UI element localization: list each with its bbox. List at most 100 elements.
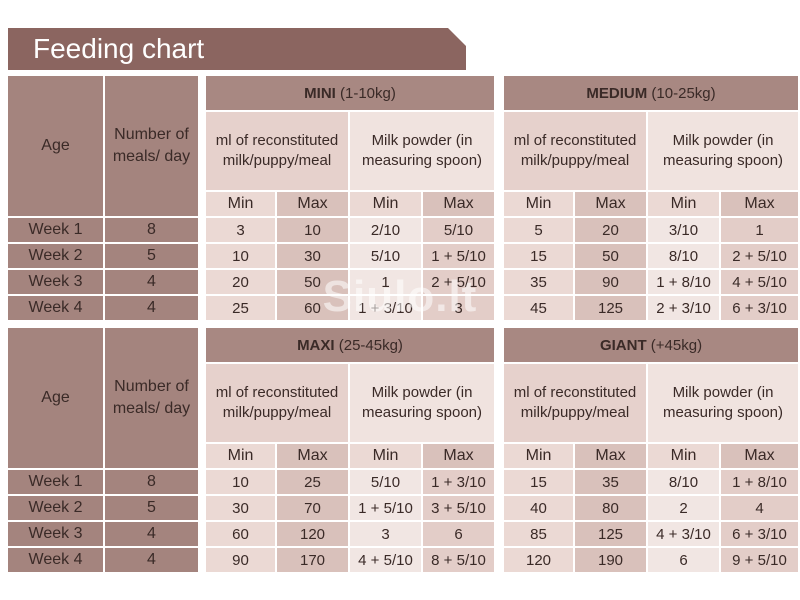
value-cell: 190 [575,548,648,574]
table-row: Week 3 4 60 120 3 6 85 125 4 + 3/10 6 + … [8,522,798,548]
meals-cell: 5 [105,244,200,270]
value-cell: 1 [721,218,799,244]
value-cell: 3 [350,522,423,548]
age-header: Age [8,328,105,470]
value-cell: 4 [721,496,798,522]
age-cell: Week 3 [8,270,105,296]
max-header: Max [277,192,350,218]
value-cell: 2 [648,496,721,522]
value-cell: 170 [277,548,350,574]
min-header: Min [206,444,277,470]
value-cell: 125 [575,522,648,548]
value-cell: 1 + 8/10 [721,470,798,496]
age-header: Age [8,76,105,218]
group-header-medium: MEDIUM (10-25kg) [504,76,799,112]
value-cell: 8/10 [648,470,721,496]
value-cell: 35 [575,470,648,496]
min-header: Min [648,444,721,470]
group-name: GIANT [599,336,647,354]
group-range: (10-25kg) [651,84,716,102]
group-header-mini: MINI (1-10kg) [206,76,497,112]
value-cell: 8/10 [648,244,722,270]
value-cell: 9 + 5/10 [721,548,798,574]
age-cell: Week 1 [8,218,105,244]
value-cell: 6 + 3/10 [721,522,798,548]
max-header: Max [575,444,648,470]
meals-cell: 4 [105,270,200,296]
value-cell: 80 [575,496,648,522]
value-cell: 1 + 3/10 [423,470,496,496]
meals-cell: 4 [105,548,200,574]
meals-cell: 8 [105,218,200,244]
value-cell: 1 + 5/10 [423,244,497,270]
value-cell: 125 [575,296,649,322]
value-cell: 6 [648,548,721,574]
min-header: Min [504,444,575,470]
value-cell: 15 [504,244,576,270]
value-cell: 10 [206,470,277,496]
value-cell: 3 + 5/10 [423,496,496,522]
value-cell: 8 + 5/10 [423,548,496,574]
table-row: Week 2 5 10 30 5/10 1 + 5/10 15 50 8/10 … [8,244,799,270]
value-cell: 40 [504,496,575,522]
max-header: Max [721,192,799,218]
table-row: Week 4 4 90 170 4 + 5/10 8 + 5/10 120 19… [8,548,798,574]
max-header: Max [277,444,350,470]
value-cell: 120 [277,522,350,548]
value-cell: 4 + 3/10 [648,522,721,548]
page-title: Feeding chart [8,28,466,70]
value-cell: 2/10 [350,218,423,244]
group-header-giant: GIANT (+45kg) [504,328,798,364]
value-cell: 15 [504,470,575,496]
table-row: Week 4 4 25 60 1 + 3/10 3 45 125 2 + 3/1… [8,296,799,322]
value-cell: 4 + 5/10 [721,270,799,296]
ml-header: ml of reconstituted milk/puppy/meal [206,364,350,444]
group-range: (1-10kg) [340,84,396,102]
value-cell: 35 [504,270,576,296]
feeding-table-1: Age Number of meals/ day MINI (1-10kg) M… [8,76,799,322]
group-name: MINI [304,84,336,102]
meals-cell: 8 [105,470,200,496]
value-cell: 1 [350,270,423,296]
age-cell: Week 2 [8,496,105,522]
age-cell: Week 4 [8,296,105,322]
value-cell: 3/10 [648,218,722,244]
min-header: Min [206,192,277,218]
age-cell: Week 2 [8,244,105,270]
age-cell: Week 4 [8,548,105,574]
value-cell: 1 + 8/10 [648,270,722,296]
value-cell: 5/10 [350,470,423,496]
value-cell: 10 [206,244,277,270]
value-cell: 20 [575,218,649,244]
value-cell: 90 [206,548,277,574]
meals-cell: 4 [105,522,200,548]
meals-cell: 4 [105,296,200,322]
meals-header: Number of meals/ day [105,328,200,470]
powder-header: Milk powder (in measuring spoon) [648,364,798,444]
powder-header: Milk powder (in measuring spoon) [350,364,496,444]
feeding-table-2: Age Number of meals/ day MAXI (25-45kg) … [8,328,798,574]
value-cell: 5 [504,218,576,244]
min-header: Min [504,192,576,218]
powder-header: Milk powder (in measuring spoon) [648,112,799,192]
value-cell: 60 [277,296,350,322]
value-cell: 30 [206,496,277,522]
value-cell: 120 [504,548,575,574]
ml-header: ml of reconstituted milk/puppy/meal [206,112,350,192]
ml-header: ml of reconstituted milk/puppy/meal [504,112,649,192]
age-cell: Week 1 [8,470,105,496]
value-cell: 6 [423,522,496,548]
value-cell: 1 + 5/10 [350,496,423,522]
value-cell: 3 [423,296,497,322]
value-cell: 30 [277,244,350,270]
group-header-maxi: MAXI (25-45kg) [206,328,496,364]
min-header: Min [350,444,423,470]
age-cell: Week 3 [8,522,105,548]
max-header: Max [423,444,496,470]
table-row: Week 1 8 10 25 5/10 1 + 3/10 15 35 8/10 … [8,470,798,496]
meals-header: Number of meals/ day [105,76,200,218]
value-cell: 85 [504,522,575,548]
value-cell: 4 + 5/10 [350,548,423,574]
table-row: Week 2 5 30 70 1 + 5/10 3 + 5/10 40 80 2… [8,496,798,522]
value-cell: 25 [206,296,277,322]
